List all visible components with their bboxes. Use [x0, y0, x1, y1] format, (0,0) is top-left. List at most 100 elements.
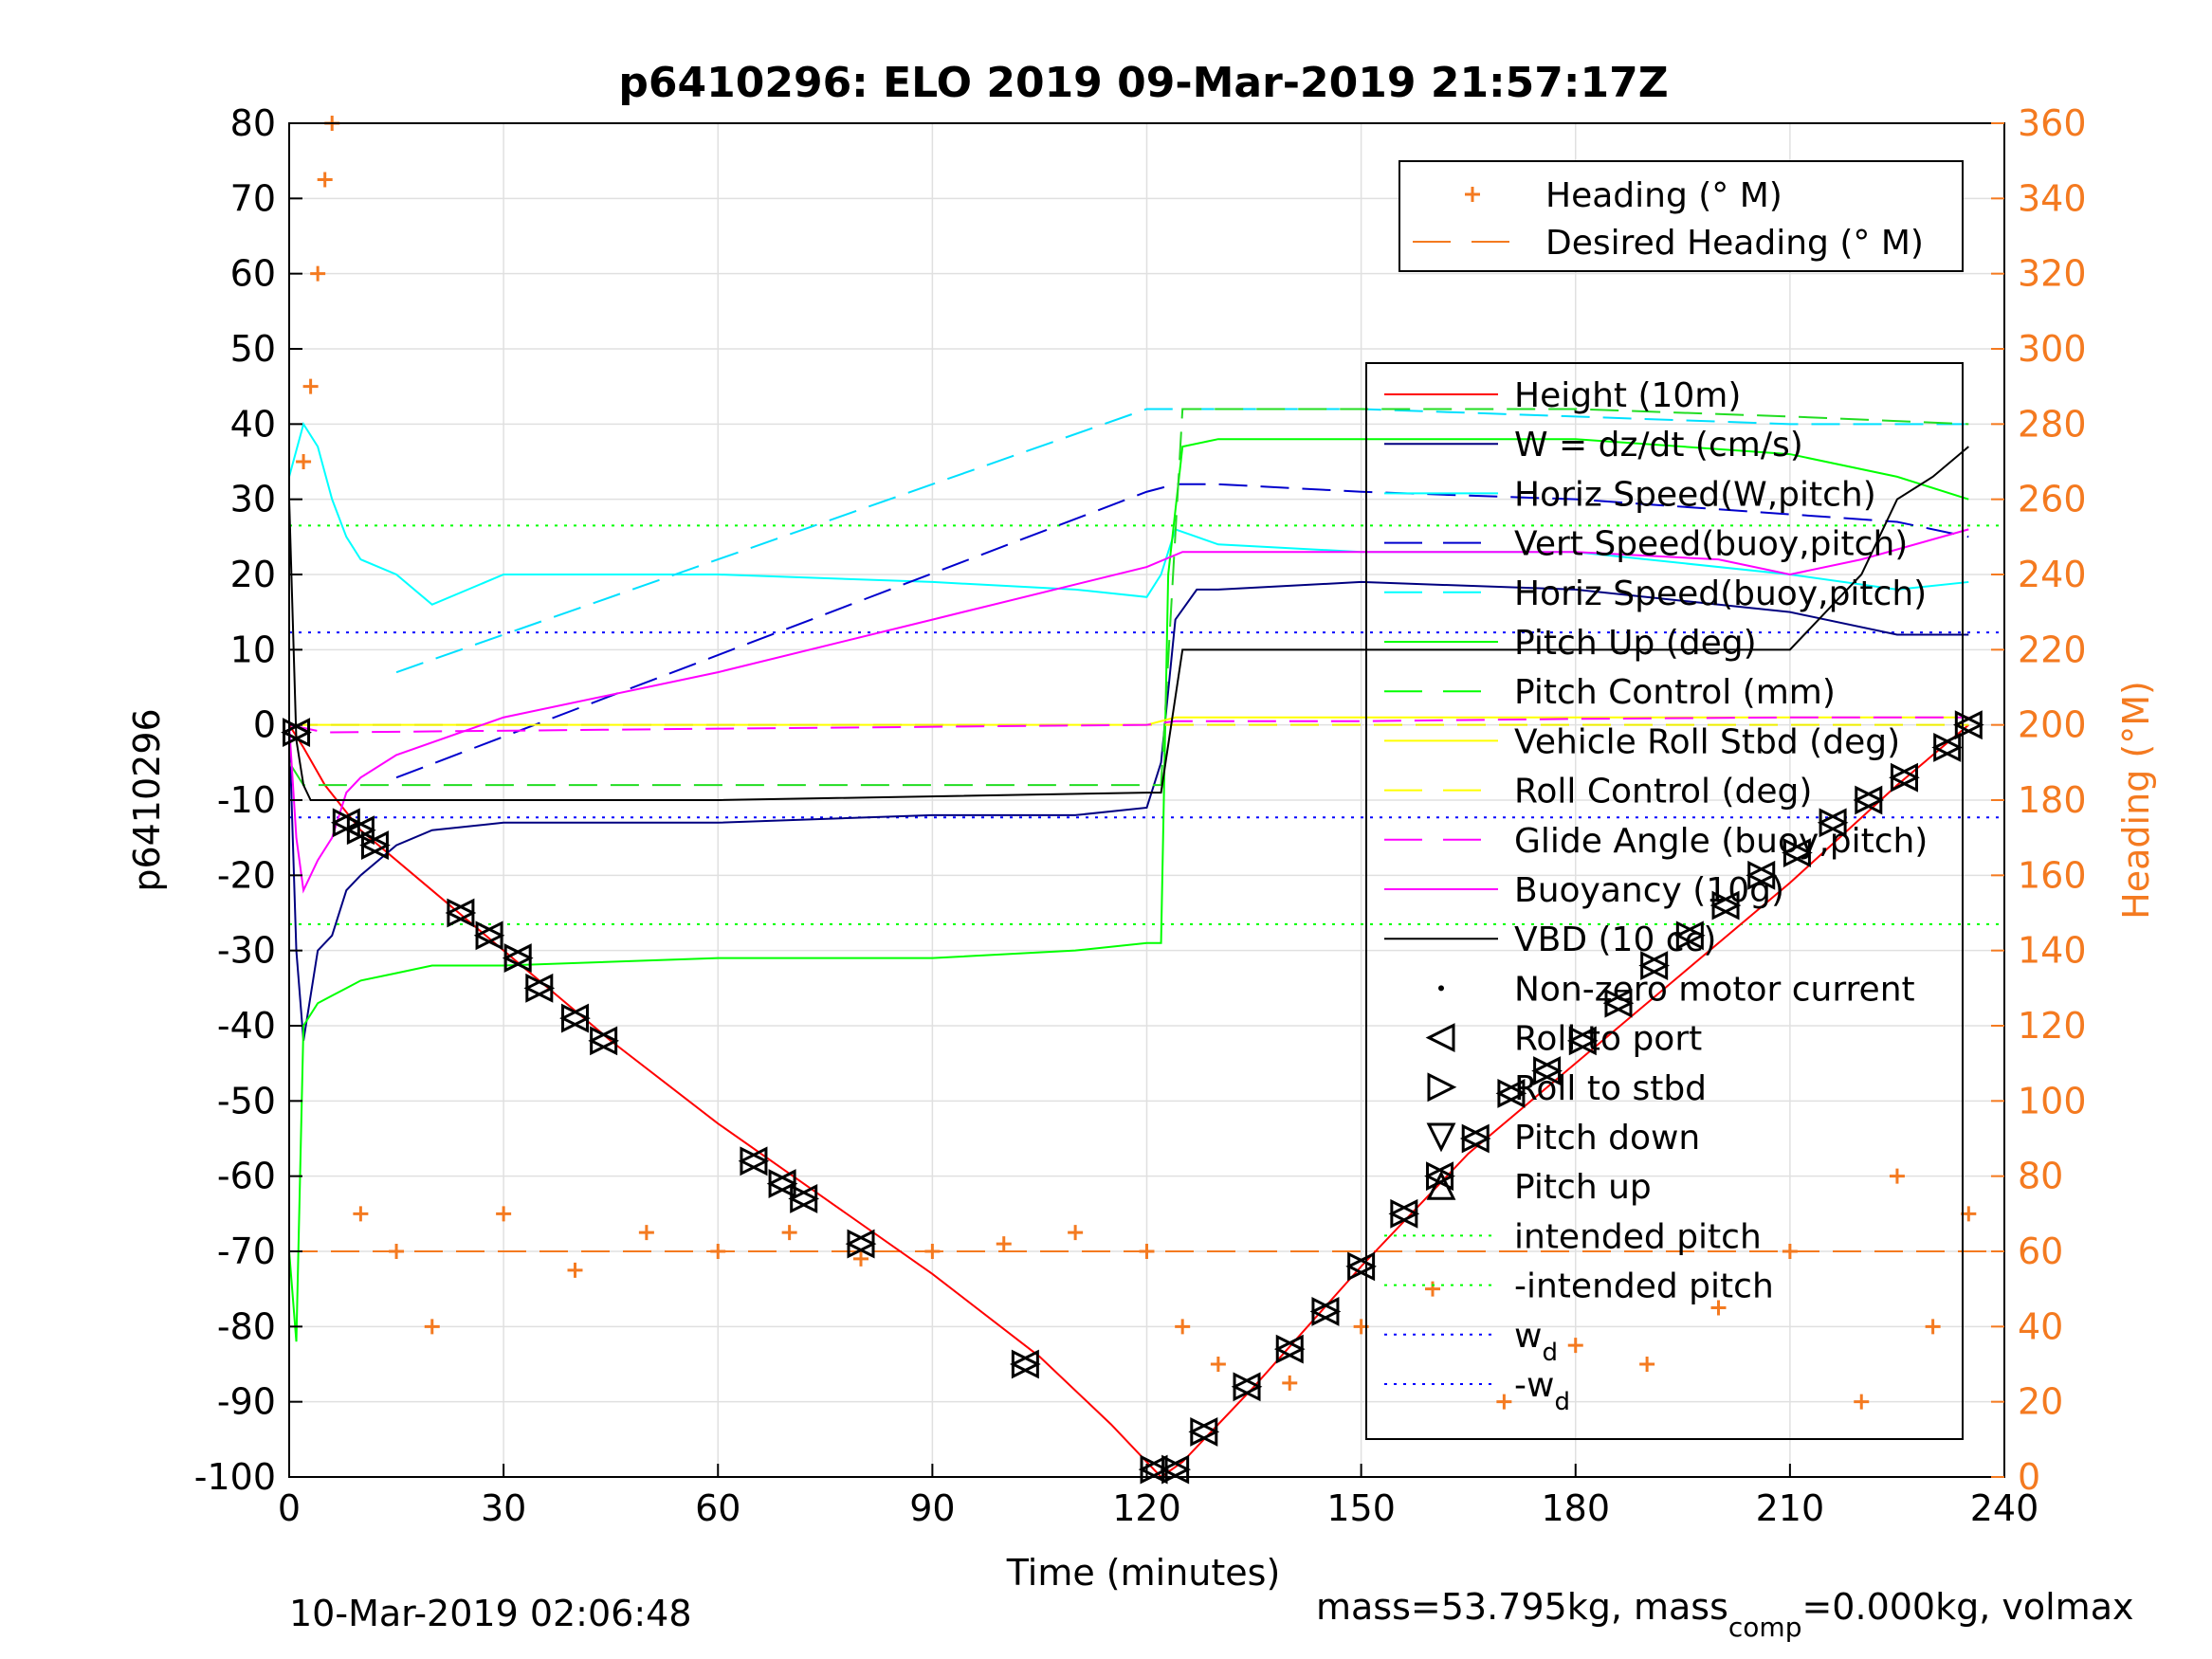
- y-right-tick-label: 40: [2018, 1305, 2063, 1347]
- legend-marker-icon: [1427, 1072, 1457, 1103]
- roll-stbd-marker: [283, 718, 312, 748]
- heading-point: [1068, 1225, 1084, 1241]
- roll-stbd-marker: [1140, 1454, 1170, 1485]
- roll-stbd-marker: [525, 973, 556, 1003]
- y-right-axis-label: Heading (°M): [2115, 681, 2157, 920]
- roll-stbd-marker: [332, 808, 362, 838]
- legend-label: Roll to stbd: [1514, 1069, 1707, 1108]
- y-left-tick-label: 10: [230, 629, 276, 670]
- legend-label: Roll to port: [1514, 1020, 1702, 1059]
- main-legend: Height (10m) W = dz/dt (cm/s) Horiz Speed(…: [1365, 362, 1964, 1440]
- heading-point: [638, 1225, 654, 1241]
- y-left-axis-ticks: 80 70 60 50 40 30 20 10 0 -10 -20 -30 -40 -50 -60 -70 -8…: [194, 102, 302, 1498]
- roll-stbd-marker: [1747, 860, 1778, 890]
- y-left-tick-label: -50: [217, 1080, 276, 1121]
- y-left-tick-label: -10: [217, 779, 276, 821]
- y-right-tick-label: 160: [2018, 854, 2087, 896]
- roll-stbd-marker: [360, 830, 391, 861]
- roll-port-marker: [738, 1146, 768, 1176]
- roll-stbd-marker: [1233, 1372, 1263, 1402]
- series-line: [288, 716, 1969, 734]
- y-right-tick-label: 200: [2018, 704, 2087, 746]
- legend-label: VBD (10 cc): [1514, 921, 1716, 959]
- legend-label: Glide Angle (buoy,pitch): [1514, 822, 1928, 861]
- heading-point: [1710, 1300, 1727, 1316]
- y-right-tick-label: 100: [2018, 1080, 2087, 1121]
- y-left-tick-label: -60: [217, 1156, 276, 1197]
- roll-stbd-marker: [1933, 733, 1964, 762]
- heading-point: [1854, 1394, 1870, 1410]
- y-left-tick-label: -90: [217, 1381, 276, 1423]
- legend-label: Horiz Speed(buoy,pitch): [1514, 574, 1927, 613]
- roll-stbd-marker: [1390, 1198, 1420, 1229]
- roll-stbd-marker: [475, 921, 505, 951]
- legend-label: Vehicle Roll Stbd (deg): [1514, 722, 1900, 761]
- y-left-tick-label: -30: [217, 930, 276, 972]
- roll-stbd-marker: [561, 1003, 591, 1033]
- roll-stbd-marker: [1190, 1416, 1220, 1447]
- x-axis-label: Time (minutes): [1006, 1552, 1281, 1594]
- y-right-axis-ticks: 3603403203002802602402202001801601401201…: [1991, 102, 2087, 1498]
- roll-stbd-marker: [847, 1229, 877, 1259]
- legend-label: Non-zero motor current: [1514, 970, 1915, 1009]
- y-right-tick-label: 280: [2018, 403, 2087, 445]
- legend-label: Buoyancy (10g): [1514, 871, 1784, 910]
- heading-point: [296, 454, 312, 469]
- heading-point: [389, 1244, 405, 1259]
- heading-point: [310, 265, 326, 282]
- y-right-tick-label: 0: [2018, 1456, 2040, 1498]
- legend-label: Pitch Control (mm): [1514, 673, 1836, 712]
- roll-stbd-marker: [1890, 762, 1920, 793]
- y-left-tick-label: 30: [230, 479, 276, 520]
- x-tick-label: 0: [278, 1487, 301, 1529]
- roll-port-marker: [1010, 1349, 1039, 1379]
- y-left-tick-label: 60: [230, 253, 276, 295]
- series-line: [288, 723, 1969, 1479]
- main-legend-box: [1365, 362, 1964, 1440]
- series-line: [395, 483, 1969, 779]
- legend-label: Height (10m): [1514, 376, 1741, 415]
- heading-point: [924, 1244, 941, 1259]
- legend-label: Roll Control (deg): [1514, 773, 1812, 811]
- heading-point: [496, 1206, 512, 1222]
- x-tick-label: 210: [1756, 1487, 1825, 1529]
- heading-point: [1210, 1357, 1226, 1372]
- legend-label: Pitch Up (deg): [1514, 624, 1757, 663]
- series-line: [288, 408, 1969, 787]
- heading-legend-label: Heading (° M): [1545, 176, 1782, 215]
- heading-point: [1925, 1319, 1941, 1335]
- heading-point: [317, 172, 333, 188]
- heading-legend-icon: [1465, 187, 1480, 202]
- y-right-tick-label: 360: [2018, 102, 2087, 144]
- chart-title: p6410296: ELO 2019 09-Mar-2019 21:57:17Z: [618, 59, 1668, 107]
- roll-stbd-marker: [1161, 1454, 1192, 1485]
- y-right-tick-label: 120: [2018, 1005, 2087, 1047]
- data-series: [288, 116, 1977, 1479]
- roll-stbd-marker: [1711, 890, 1742, 921]
- roll-port-marker: [1309, 1297, 1340, 1326]
- legend-dot-icon: [1438, 985, 1444, 992]
- x-tick-label: 30: [481, 1487, 526, 1529]
- y-left-tick-label: 80: [230, 102, 276, 144]
- heading-point: [353, 1206, 369, 1222]
- roll-port-marker: [1273, 1334, 1304, 1364]
- heading-point: [710, 1244, 726, 1259]
- y-right-tick-label: 60: [2018, 1231, 2063, 1272]
- y-left-tick-label: 0: [253, 704, 276, 746]
- roll-stbd-marker: [346, 815, 376, 846]
- y-left-tick-label: 20: [230, 554, 276, 595]
- heading-point: [1175, 1319, 1191, 1335]
- y-right-tick-label: 300: [2018, 328, 2087, 370]
- series-line: [288, 438, 1969, 1342]
- footer-date: 10-Mar-2019 02:06:48: [289, 1593, 692, 1634]
- heading-point: [1889, 1168, 1905, 1184]
- roll-stbd-marker: [1604, 988, 1635, 1018]
- roll-stbd-marker: [1675, 921, 1706, 951]
- roll-stbd-marker: [768, 1169, 798, 1199]
- legend-label: W = dz/dt (cm/s): [1514, 426, 1803, 465]
- y-left-tick-label: -70: [217, 1231, 276, 1272]
- legend-label: -intended pitch: [1514, 1267, 1774, 1306]
- y-right-tick-label: 260: [2018, 479, 2087, 520]
- x-tick-label: 120: [1112, 1487, 1181, 1529]
